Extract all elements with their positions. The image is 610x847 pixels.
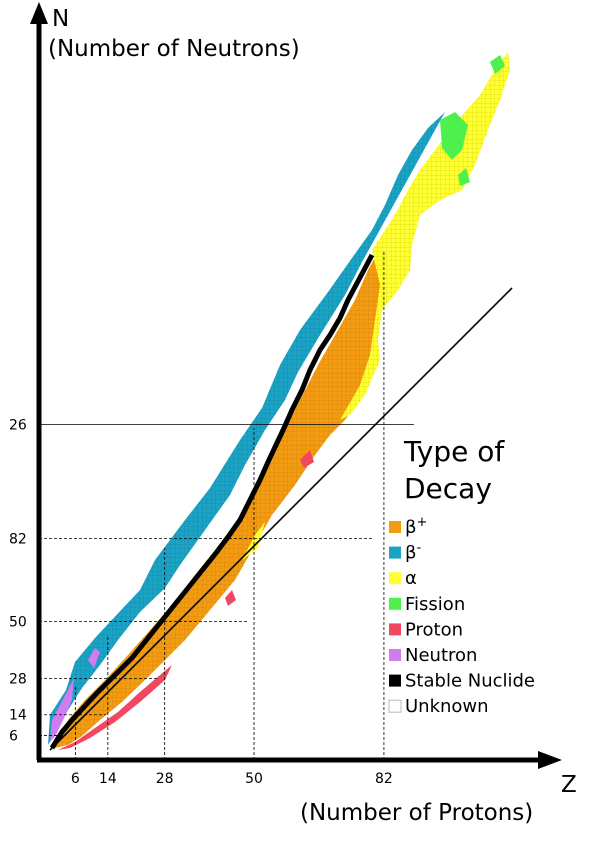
beta-plus-region bbox=[55, 240, 390, 748]
y-axis-title: (Number of Neutrons) bbox=[48, 36, 300, 62]
y-tick-label: 82 bbox=[9, 532, 27, 548]
legend-label-stable-nuclide: Stable Nuclide bbox=[405, 671, 535, 692]
x-tick-label: 6 bbox=[71, 771, 80, 787]
legend-swatch-unknown bbox=[388, 699, 402, 713]
legend-label-minus: β- bbox=[405, 541, 422, 564]
legend-label-fission: Fission bbox=[405, 594, 465, 615]
legend-swatch-proton bbox=[389, 623, 401, 636]
x-tick-label: 14 bbox=[99, 771, 117, 787]
beta-minus-region bbox=[48, 112, 445, 745]
tick-labels: 6 14 28 50 82 6 14 28 50 82 26 bbox=[9, 418, 393, 787]
legend-label-neutron: Neutron bbox=[405, 645, 477, 666]
neutron-region bbox=[50, 648, 100, 742]
stability-line bbox=[49, 253, 375, 750]
legend-swatch-stable-nuclide bbox=[389, 674, 401, 687]
legend-label-item: α bbox=[405, 568, 417, 589]
legend-label-proton: Proton bbox=[405, 619, 463, 640]
y-tick-label: 6 bbox=[9, 728, 18, 744]
x-tick-label: 50 bbox=[245, 771, 263, 787]
x-axis-letter: Z bbox=[561, 772, 577, 798]
x-tick-label: 82 bbox=[375, 771, 393, 787]
legend-swatch-neutron bbox=[389, 649, 401, 661]
axes bbox=[30, 2, 562, 769]
legend-title-line1: Type of bbox=[403, 435, 505, 468]
y-tick-label: 14 bbox=[9, 708, 27, 724]
fission-region bbox=[440, 55, 505, 186]
legend-swatch-fission bbox=[389, 597, 401, 610]
legend: Type of Decay β+ β-α Fission Proton Neutron S… bbox=[388, 435, 535, 717]
n-equals-z-line bbox=[49, 287, 513, 751]
y-axis-arrowhead bbox=[30, 2, 48, 24]
y-tick-label: 28 bbox=[9, 671, 27, 687]
alpha-region bbox=[242, 52, 510, 560]
y-axis-letter: N bbox=[52, 6, 69, 32]
legend-label-plus: β+ bbox=[405, 515, 427, 538]
y-tick-label: 50 bbox=[9, 615, 27, 631]
y-tick-label: 26 bbox=[9, 418, 27, 434]
legend-swatch-plus bbox=[389, 521, 401, 533]
legend-label-unknown: Unknown bbox=[405, 696, 489, 717]
magic-number-guides bbox=[39, 252, 414, 760]
legend-swatch-item bbox=[389, 572, 401, 585]
x-tick-label: 28 bbox=[156, 771, 174, 787]
legend-title-line2: Decay bbox=[404, 472, 492, 505]
x-axis-arrowhead bbox=[538, 751, 562, 769]
legend-swatch-minus bbox=[389, 546, 401, 559]
legend-items: β+ β-α Fission Proton Neutron Stable Nuclide U… bbox=[388, 515, 535, 717]
x-axis-title: (Number of Protons) bbox=[300, 800, 533, 826]
proton-region bbox=[58, 450, 314, 750]
